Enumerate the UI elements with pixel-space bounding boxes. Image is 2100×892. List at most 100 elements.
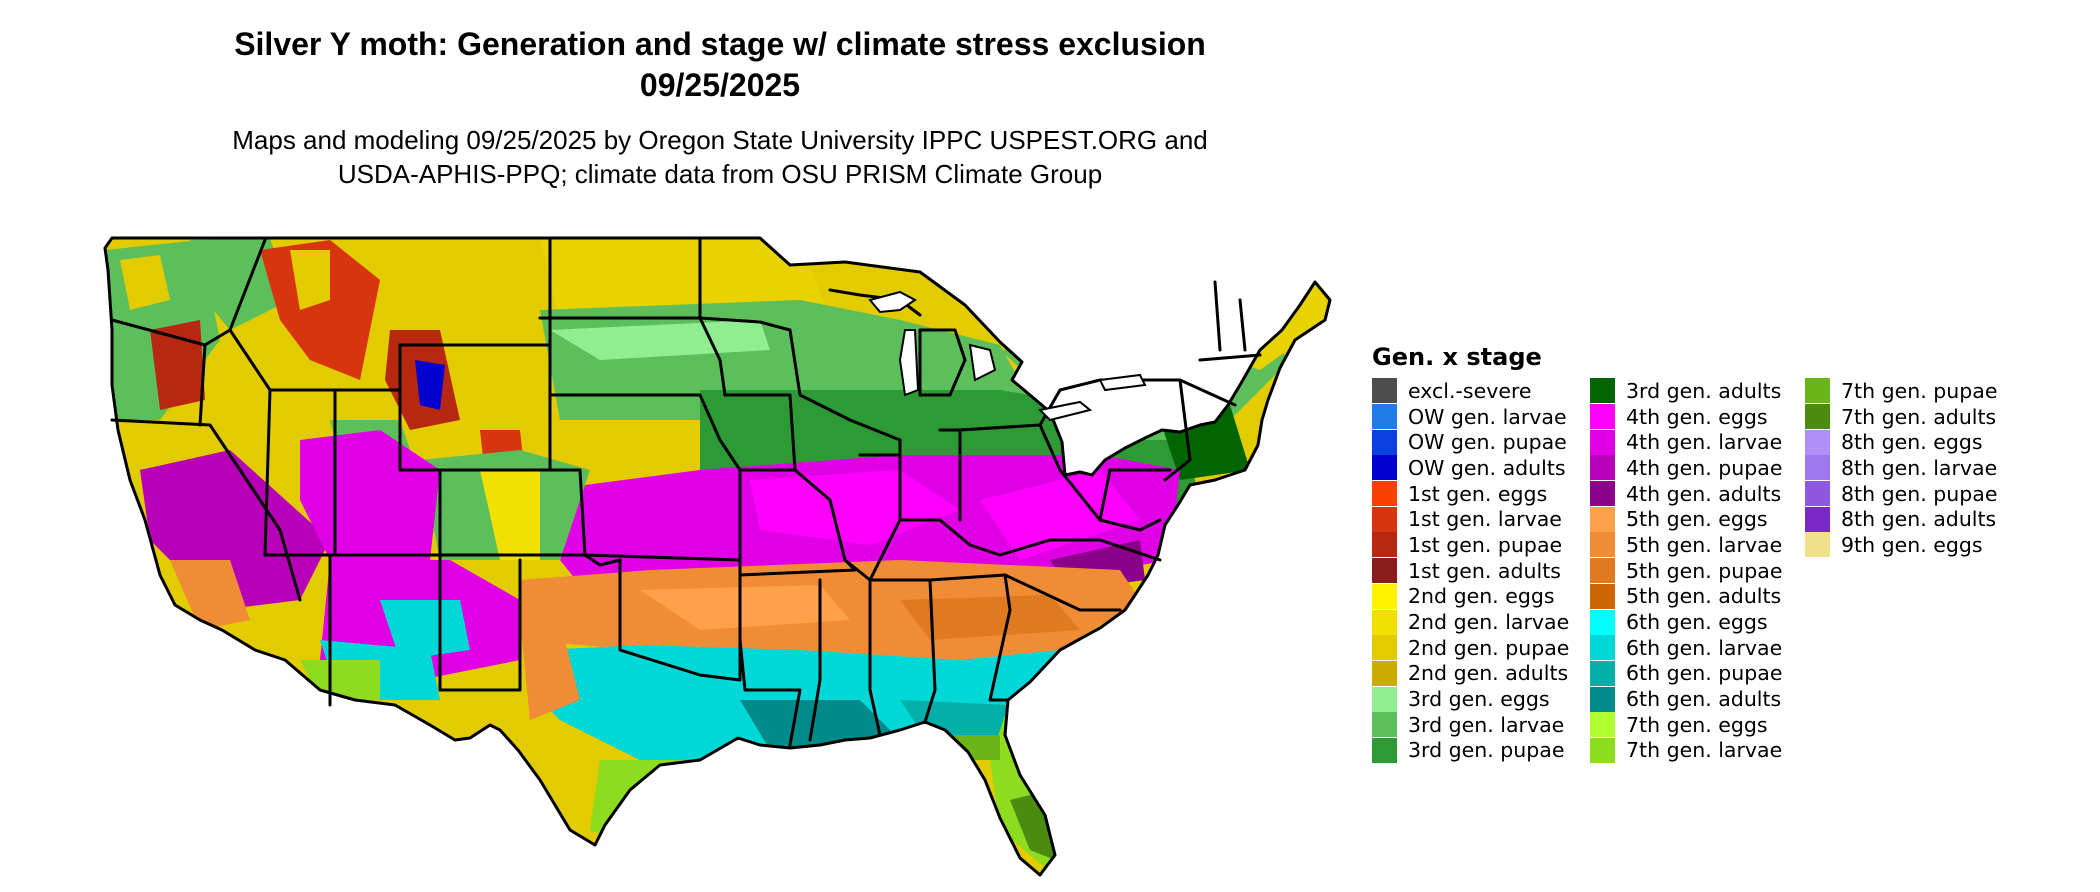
legend-swatch: [1372, 378, 1397, 404]
legend-swatch: [1372, 583, 1397, 609]
legend-label: 5th gen. larvae: [1626, 532, 1783, 557]
legend-item: 4th gen. larvae: [1590, 429, 1805, 455]
legend-swatch: [1372, 660, 1397, 686]
title-date: 09/25/2025: [639, 67, 801, 103]
legend-swatch: [1590, 455, 1615, 481]
legend-label: 1st gen. larvae: [1408, 507, 1562, 532]
legend-swatch: [1590, 481, 1615, 507]
legend-swatch: [1590, 712, 1615, 738]
legend-label: 6th gen. pupae: [1626, 661, 1783, 686]
legend-swatch: [1372, 481, 1397, 507]
legend-label: 7th gen. eggs: [1626, 712, 1768, 737]
legend-item: 3rd gen. adults: [1590, 378, 1805, 404]
map-title: Silver Y moth: Generation and stage w/ c…: [80, 24, 1360, 106]
legend-label: 3rd gen. larvae: [1408, 712, 1565, 737]
title-text: Silver Y moth: Generation and stage w/ c…: [234, 26, 1206, 62]
legend-item: 1st gen. adults: [1372, 558, 1590, 584]
legend-label: 5th gen. eggs: [1626, 507, 1768, 532]
subtitle-line-2: USDA-APHIS-PPQ; climate data from OSU PR…: [337, 159, 1103, 189]
legend-label: OW gen. pupae: [1408, 430, 1567, 455]
legend-label: 1st gen. eggs: [1408, 481, 1548, 506]
legend-label: 4th gen. larvae: [1626, 430, 1783, 455]
legend-label: OW gen. adults: [1408, 455, 1566, 480]
legend-item: 2nd gen. pupae: [1372, 635, 1590, 661]
legend-label: 1st gen. adults: [1408, 558, 1561, 583]
legend-swatch: [1372, 635, 1397, 661]
legend-swatch: [1372, 609, 1397, 635]
legend-swatch: [1590, 404, 1615, 430]
legend-label: 9th gen. eggs: [1841, 532, 1983, 557]
legend-swatch: [1372, 429, 1397, 455]
us-generation-stage-map: [103, 236, 1332, 877]
legend-item: 2nd gen. adults: [1372, 660, 1590, 687]
legend-item: 9th gen. eggs: [1805, 532, 2015, 558]
legend-item: 7th gen. larvae: [1590, 737, 1805, 764]
legend-label: 2nd gen. eggs: [1408, 584, 1555, 609]
legend-label: 3rd gen. pupae: [1408, 738, 1565, 763]
legend-swatch: [1805, 455, 1830, 481]
legend-swatch: [1805, 532, 1830, 558]
legend-item: 8th gen. pupae: [1805, 481, 2015, 507]
legend-item: 8th gen. larvae: [1805, 455, 2015, 481]
legend-item: 5th gen. larvae: [1590, 532, 1805, 558]
legend-item: 7th gen. adults: [1805, 404, 2015, 430]
legend-label: excl.-severe: [1408, 378, 1532, 403]
legend-label: 4th gen. eggs: [1626, 404, 1768, 429]
legend-item: 8th gen. eggs: [1805, 429, 2015, 455]
legend-item: OW gen. adults: [1372, 455, 1590, 481]
legend-swatch: [1372, 558, 1397, 584]
legend-label: 8th gen. adults: [1841, 507, 1997, 532]
legend-column-2: 3rd gen. adults 4th gen. eggs 4th gen. lar…: [1590, 378, 1805, 763]
legend-column-1: excl.-severe OW gen. larvae OW gen. pupae O…: [1372, 378, 1590, 763]
legend-label: 7th gen. larvae: [1626, 738, 1783, 763]
legend-label: 2nd gen. adults: [1408, 661, 1569, 686]
legend: Gen. x stage excl.-severe OW gen. larvae O…: [1372, 340, 2015, 763]
legend-item: OW gen. larvae: [1372, 404, 1590, 430]
legend-label: 7th gen. adults: [1841, 404, 1997, 429]
legend-label: 3rd gen. adults: [1626, 378, 1782, 403]
legend-label: 6th gen. eggs: [1626, 610, 1768, 635]
legend-item: 5th gen. adults: [1590, 583, 1805, 610]
legend-swatch: [1372, 532, 1397, 558]
legend-swatch: [1590, 635, 1615, 661]
legend-item: 3rd gen. pupae: [1372, 737, 1590, 764]
legend-label: 1st gen. pupae: [1408, 532, 1563, 557]
legend-swatch: [1590, 686, 1615, 712]
map-subtitle: Maps and modeling 09/25/2025 by Oregon S…: [80, 123, 1360, 191]
legend-label: 8th gen. pupae: [1841, 481, 1998, 506]
legend-item: 1st gen. eggs: [1372, 481, 1590, 507]
legend-item: 6th gen. larvae: [1590, 635, 1805, 661]
legend-label: 2nd gen. larvae: [1408, 610, 1570, 635]
legend-item: 1st gen. pupae: [1372, 532, 1590, 558]
legend-item: 1st gen. larvae: [1372, 506, 1590, 532]
legend-swatch: [1590, 532, 1615, 558]
legend-item: 7th gen. eggs: [1590, 712, 1805, 738]
legend-item: 4th gen. pupae: [1590, 455, 1805, 481]
legend-label: 4th gen. adults: [1626, 481, 1782, 506]
legend-swatch: [1590, 429, 1615, 455]
legend-swatch: [1372, 686, 1397, 712]
legend-item: OW gen. pupae: [1372, 429, 1590, 455]
legend-swatch: [1590, 558, 1615, 584]
legend-item: 6th gen. adults: [1590, 686, 1805, 712]
legend-item: 6th gen. pupae: [1590, 660, 1805, 687]
legend-item: 6th gen. eggs: [1590, 609, 1805, 635]
legend-item: 2nd gen. larvae: [1372, 609, 1590, 635]
legend-swatch: [1805, 481, 1830, 507]
legend-item: 4th gen. adults: [1590, 481, 1805, 507]
legend-item: excl.-severe: [1372, 378, 1590, 404]
legend-item: 3rd gen. larvae: [1372, 712, 1590, 738]
legend-column-3: 7th gen. pupae 7th gen. adults 8th gen. eg…: [1805, 378, 2015, 558]
legend-swatch: [1372, 404, 1397, 430]
legend-swatch: [1805, 404, 1830, 430]
legend-swatch: [1590, 609, 1615, 635]
legend-label: 4th gen. pupae: [1626, 455, 1783, 480]
legend-label: 8th gen. eggs: [1841, 430, 1983, 455]
legend-label: OW gen. larvae: [1408, 404, 1567, 429]
legend-label: 8th gen. larvae: [1841, 455, 1998, 480]
legend-item: 8th gen. adults: [1805, 506, 2015, 532]
legend-swatch: [1372, 712, 1397, 738]
legend-item: 2nd gen. eggs: [1372, 583, 1590, 610]
legend-swatch: [1805, 378, 1830, 404]
legend-swatch: [1372, 737, 1397, 763]
